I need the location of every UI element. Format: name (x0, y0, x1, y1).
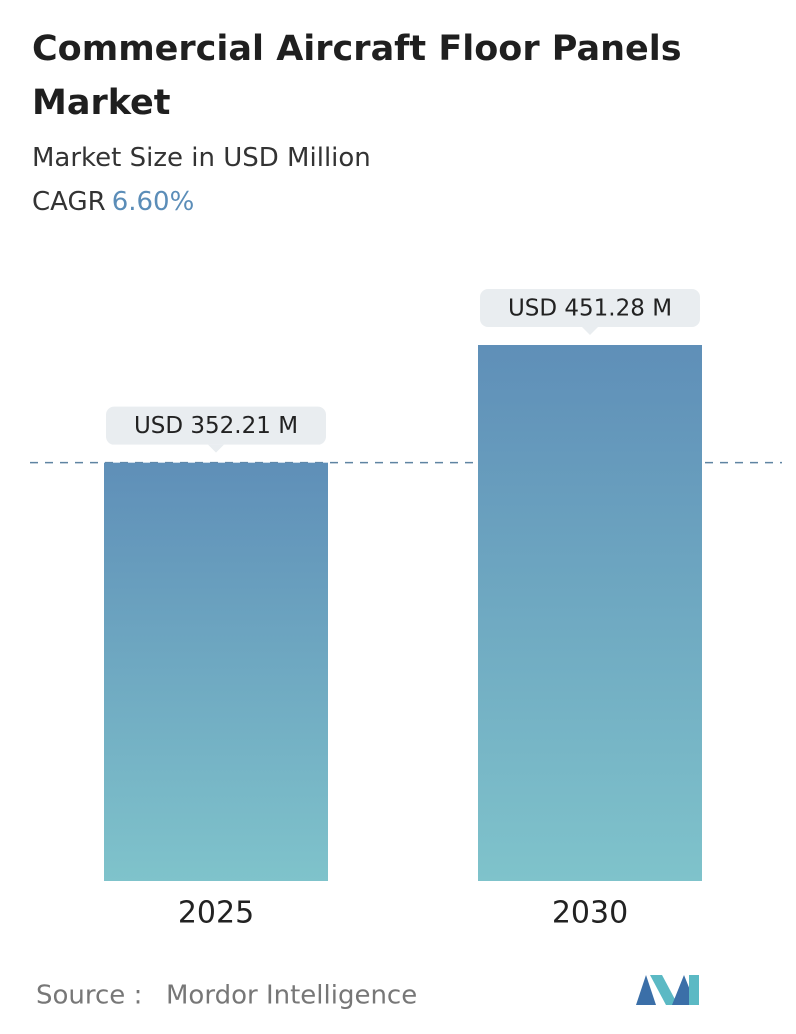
header: Commercial Aircraft Floor Panels Market … (32, 22, 712, 226)
x-tick-label: 2025 (178, 896, 254, 931)
chart-subtitle: Market Size in USD Million (32, 143, 371, 173)
logo (636, 975, 699, 1005)
source-label: Source : (36, 981, 142, 1011)
x-tick-label: 2030 (552, 896, 628, 931)
value-label-pointer (208, 444, 224, 453)
bar (478, 345, 702, 881)
value-label: USD 451.28 M (508, 296, 672, 322)
bar (104, 462, 328, 881)
chart-title: Commercial Aircraft Floor Panels Market (32, 29, 682, 123)
value-label-box (480, 289, 700, 327)
cagr: CAGR 6.60% (32, 178, 712, 226)
source: Mordor Intelligence (166, 981, 417, 1011)
cagr-value: 6.60% (111, 187, 195, 217)
value-label: USD 352.21 M (134, 413, 298, 439)
cagr-label: CAGR (32, 187, 106, 217)
value-label-pointer (582, 327, 598, 335)
value-label-box (106, 406, 326, 445)
